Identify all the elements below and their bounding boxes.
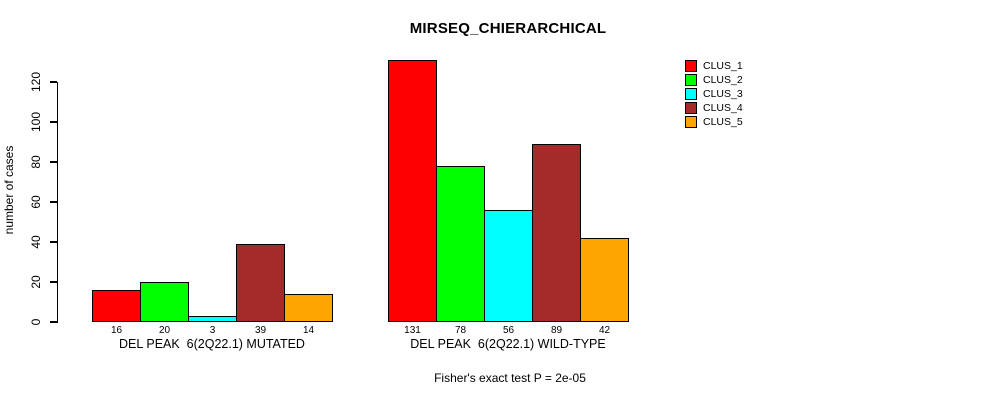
bar-value-label: 42 bbox=[598, 325, 611, 336]
y-axis-tick-label: 60 bbox=[29, 195, 43, 209]
bar-clus_4 bbox=[236, 244, 285, 322]
legend-label: CLUS_2 bbox=[703, 74, 743, 86]
y-axis-tick-label: 100 bbox=[29, 111, 43, 133]
bar-value-label: 16 bbox=[110, 325, 123, 336]
bar-clus_5 bbox=[284, 294, 333, 322]
y-axis-tick bbox=[50, 201, 57, 203]
y-axis-label: number of cases bbox=[2, 145, 16, 235]
bar-clus_2 bbox=[140, 282, 189, 322]
legend-label: CLUS_5 bbox=[703, 116, 743, 128]
y-axis-tick-label: 0 bbox=[29, 318, 43, 326]
bar-value-label: 3 bbox=[209, 325, 216, 336]
y-axis-tick bbox=[50, 161, 57, 163]
y-axis-tick-label: 40 bbox=[29, 235, 43, 249]
chart-title: MIRSEQ_CHIERARCHICAL bbox=[409, 20, 607, 37]
bar-clus_5 bbox=[580, 238, 629, 322]
bar-clus_4 bbox=[532, 144, 581, 322]
legend-swatch bbox=[685, 88, 697, 100]
group-label: DEL PEAK 6(2Q22.1) MUTATED bbox=[119, 337, 305, 351]
bar-clus_3 bbox=[484, 210, 533, 322]
legend-label: CLUS_1 bbox=[703, 60, 743, 72]
bar-value-label: 20 bbox=[158, 325, 171, 336]
legend-item: CLUS_4 bbox=[685, 101, 743, 115]
bar-clus_2 bbox=[436, 166, 485, 322]
legend-label: CLUS_4 bbox=[703, 102, 743, 114]
y-axis bbox=[56, 82, 58, 323]
legend-item: CLUS_5 bbox=[685, 115, 743, 129]
y-axis-tick bbox=[50, 241, 57, 243]
bar-clus_1 bbox=[388, 60, 437, 322]
bar-clus_3 bbox=[188, 316, 237, 322]
legend-item: CLUS_3 bbox=[685, 87, 743, 101]
bar-value-label: 56 bbox=[502, 325, 515, 336]
legend: CLUS_1 CLUS_2 CLUS_3 CLUS_4 CLUS_5 bbox=[685, 59, 743, 129]
footnote-fisher-test: Fisher's exact test P = 2e-05 bbox=[434, 371, 586, 385]
legend-swatch bbox=[685, 60, 697, 72]
legend-swatch bbox=[685, 116, 697, 128]
bar-value-label: 39 bbox=[254, 325, 267, 336]
y-axis-tick bbox=[50, 321, 57, 323]
bar-clus_1 bbox=[92, 290, 141, 322]
legend-swatch bbox=[685, 102, 697, 114]
bar-value-label: 89 bbox=[550, 325, 563, 336]
bar-value-label: 14 bbox=[302, 325, 315, 336]
bar-value-label: 131 bbox=[404, 325, 421, 336]
y-axis-tick bbox=[50, 121, 57, 123]
legend-swatch bbox=[685, 74, 697, 86]
y-axis-tick bbox=[50, 81, 57, 83]
legend-item: CLUS_1 bbox=[685, 59, 743, 73]
group-label: DEL PEAK 6(2Q22.1) WILD-TYPE bbox=[410, 337, 606, 351]
y-axis-tick-label: 20 bbox=[29, 275, 43, 289]
y-axis-tick bbox=[50, 281, 57, 283]
bar-value-label: 78 bbox=[454, 325, 467, 336]
legend-label: CLUS_3 bbox=[703, 88, 743, 100]
y-axis-tick-label: 80 bbox=[29, 155, 43, 169]
y-axis-tick-label: 120 bbox=[29, 71, 43, 93]
legend-item: CLUS_2 bbox=[685, 73, 743, 87]
